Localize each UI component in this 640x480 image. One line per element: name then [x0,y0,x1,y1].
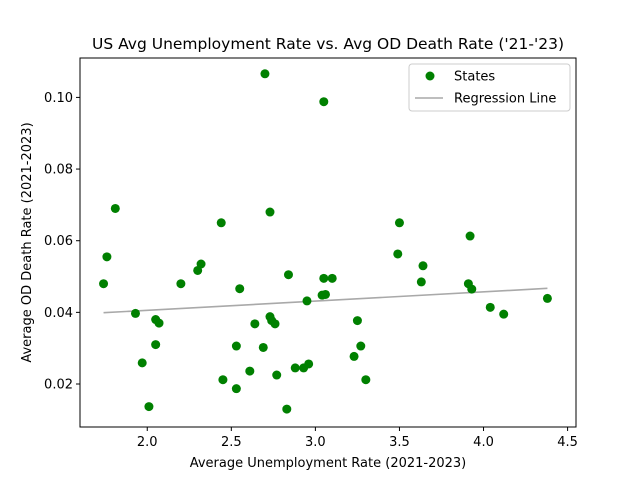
x-axis: 2.0 2.5 3.0 3.5 4.0 4.5 [137,427,578,450]
data-point [231,384,241,394]
data-point [245,366,255,376]
x-tick-label: 3.0 [305,435,326,450]
data-point [176,279,186,289]
data-point [218,375,228,385]
data-point [130,308,140,318]
axes-frame [79,57,577,428]
data-point [265,207,275,217]
data-point [272,370,282,380]
data-point [250,319,260,329]
data-point [320,289,330,299]
data-point [283,270,293,280]
data-point [260,69,270,79]
legend-marker-states [425,71,435,81]
x-tick-label: 2.5 [221,435,242,450]
x-tick-label: 4.5 [557,435,578,450]
x-tick-label: 4.0 [473,435,494,450]
data-point [290,363,300,373]
x-tick-label: 2.0 [137,435,158,450]
data-point [102,252,112,262]
y-tick-label: 0.04 [44,306,73,321]
data-point [499,309,509,319]
legend-box [408,63,571,112]
data-point [99,279,109,289]
data-point [231,341,241,351]
data-point [304,359,314,369]
data-point [196,259,206,269]
data-point [465,231,475,241]
data-point [216,218,226,228]
legend-label: Regression Line [454,92,556,107]
y-tick-label: 0.02 [44,378,73,393]
data-point [418,261,428,271]
data-point [151,340,161,350]
x-axis-label: Average Unemployment Rate (2021-2023) [190,456,467,471]
y-axis-label: Average OD Death Rate (2021-2023) [20,122,35,362]
data-point [319,97,329,107]
data-point [282,404,292,414]
y-tick-label: 0.08 [44,163,73,178]
data-point [393,249,403,259]
x-tick-label: 3.5 [389,435,410,450]
y-axis: 0.02 0.04 0.06 0.08 0.10 [44,91,80,393]
data-point [349,351,359,361]
data-point [258,342,268,352]
y-tick-label: 0.06 [44,234,73,249]
data-point [319,273,329,283]
data-point [302,296,312,306]
data-point [356,341,366,351]
data-point [542,293,552,303]
data-point [352,316,362,326]
y-tick-label: 0.10 [44,91,73,106]
plot-area [99,69,552,414]
data-point [270,319,280,329]
legend: States Regression Line [408,63,571,112]
data-point [144,402,154,412]
legend-label: States [454,70,495,85]
data-point [485,302,495,312]
data-point [361,375,371,385]
data-point [110,203,120,213]
data-point [235,284,245,294]
chart-title: US Avg Unemployment Rate vs. Avg OD Deat… [92,35,564,53]
data-point [137,358,147,368]
data-point [416,277,426,287]
data-point [467,284,477,294]
data-point [327,273,337,283]
data-point [394,218,404,228]
data-point [154,318,164,328]
